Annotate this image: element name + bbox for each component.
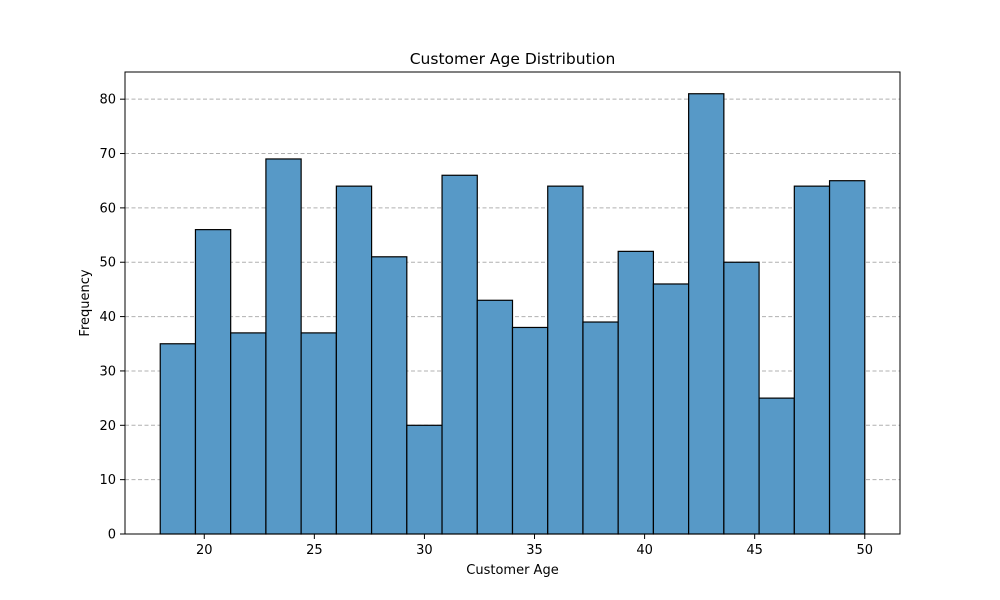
y-tick-label: 30 [99, 364, 116, 379]
histogram-bar [617, 250, 655, 535]
x-tick-label: 35 [526, 543, 543, 558]
histogram-bar [688, 93, 725, 535]
histogram-bar [159, 343, 197, 535]
y-tick-label: 0 [108, 528, 116, 543]
x-tick-label: 50 [856, 543, 873, 558]
histogram-bar [547, 185, 584, 535]
y-tick-label: 60 [99, 201, 116, 216]
y-axis-label: Frequency [78, 269, 93, 336]
y-tick-label: 70 [99, 147, 116, 162]
histogram-bar [194, 229, 232, 535]
histogram-bar [582, 321, 619, 535]
histogram-bar [370, 256, 408, 535]
histogram-bar [476, 299, 514, 535]
x-tick-label: 40 [636, 543, 653, 558]
histogram-bar [300, 332, 337, 535]
histogram-bar [441, 174, 478, 535]
y-tick-label: 10 [99, 473, 116, 488]
histogram-bar [758, 397, 795, 535]
y-axis-ticks: 0 10 20 30 40 50 60 70 80 [99, 93, 125, 543]
histogram-bar [511, 326, 549, 535]
x-axis-label: Customer Age [466, 563, 558, 578]
x-tick-label: 25 [306, 543, 323, 558]
bars [159, 93, 866, 535]
x-tick-label: 30 [416, 543, 433, 558]
y-tick-label: 80 [99, 93, 116, 108]
histogram-bar [652, 283, 690, 535]
x-tick-label: 45 [746, 543, 763, 558]
histogram-bar [230, 332, 267, 535]
plot-frame [124, 71, 901, 535]
chart-title: Customer Age Distribution [410, 50, 616, 68]
histogram-bar [406, 424, 443, 535]
histogram-bar [793, 185, 831, 535]
y-tick-label: 20 [99, 419, 116, 434]
x-tick-label: 20 [196, 543, 213, 558]
histogram-bar [828, 180, 866, 535]
histogram-bar [335, 185, 373, 535]
x-axis-ticks: 20 25 30 35 40 45 50 [196, 534, 873, 558]
histogram-bar [265, 158, 302, 535]
y-tick-label: 50 [99, 256, 116, 271]
y-tick-label: 40 [99, 310, 116, 325]
histogram-bar [723, 261, 760, 535]
